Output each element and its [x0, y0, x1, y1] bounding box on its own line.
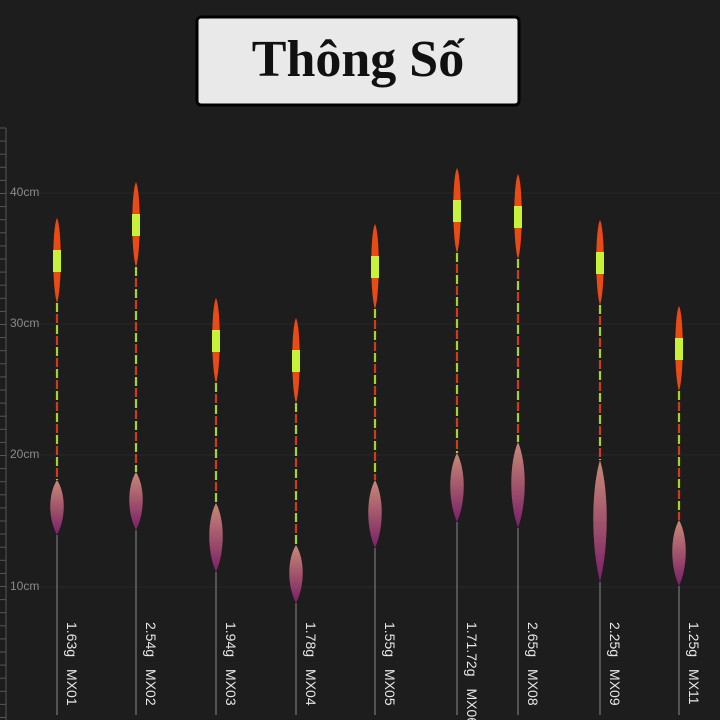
- float: 2.54g MX02: [129, 182, 159, 715]
- float-label: 1.78g MX04: [303, 622, 319, 706]
- float-model: MX11: [686, 669, 702, 705]
- float-model: MX04: [303, 669, 319, 706]
- float-body: [289, 545, 303, 603]
- float-body: [672, 520, 686, 586]
- ruler-label: 20cm: [10, 447, 39, 461]
- float-body: [129, 472, 143, 530]
- float: 1.94g MX03: [209, 298, 239, 715]
- title-box: [195, 15, 521, 107]
- float-body: [511, 442, 525, 528]
- tip-band: [675, 338, 683, 360]
- float-label: 2.25g MX09: [607, 622, 623, 706]
- float-label: 2.65g MX08: [525, 622, 541, 706]
- tip-band: [53, 250, 61, 272]
- tip-band: [453, 200, 461, 222]
- float-body: [450, 453, 464, 522]
- tip-band: [596, 252, 604, 274]
- tip-band: [292, 350, 300, 372]
- float-body: [50, 480, 64, 535]
- float: 1.25g MX11: [672, 306, 702, 715]
- float-label: 1.94g MX03: [223, 622, 239, 706]
- float-weight: 1.94g: [223, 622, 239, 657]
- float: 1.55g MX05: [368, 224, 398, 715]
- float-label: 1.63g MX01: [64, 622, 80, 706]
- float: 1.63g MX01: [50, 218, 80, 715]
- ruler-label: 10cm: [10, 579, 39, 593]
- float-label: 1.55g MX05: [382, 622, 398, 706]
- float-weight: 2.25g: [607, 622, 623, 657]
- float: 2.25g MX09: [593, 220, 623, 715]
- float-weight: 2.65g: [525, 622, 541, 657]
- float-model: MX02: [143, 669, 159, 706]
- float-model: MX09: [607, 669, 623, 706]
- float-model: MX08: [525, 669, 541, 706]
- float-model: MX01: [64, 669, 80, 706]
- float-model: MX05: [382, 669, 398, 706]
- float: 1.71.72g MX06: [450, 168, 480, 720]
- float-body: [368, 480, 382, 548]
- float-label: 1.25g MX11: [686, 622, 702, 705]
- float-weight: 1.25g: [686, 622, 702, 657]
- float-model: MX03: [223, 669, 239, 706]
- float-model: MX06: [464, 689, 480, 720]
- float: 2.65g MX08: [511, 174, 541, 715]
- float: 1.78g MX04: [289, 318, 319, 715]
- float-weight: 1.55g: [382, 622, 398, 657]
- float-weight: 2.54g: [143, 622, 159, 657]
- tip-band: [132, 214, 140, 236]
- float-body: [209, 503, 223, 572]
- title: Thông Số: [252, 31, 465, 88]
- float-weight: 1.78g: [303, 622, 319, 657]
- tip-band: [371, 256, 379, 278]
- float-weight: 1.71.72g: [464, 622, 480, 677]
- float-body: [593, 460, 607, 582]
- float-label: 2.54g MX02: [143, 622, 159, 706]
- ruler-label: 40cm: [10, 185, 39, 199]
- tip-band: [212, 330, 220, 352]
- float-label: 1.71.72g MX06: [464, 622, 480, 720]
- float-weight: 1.63g: [64, 622, 80, 657]
- ruler-label: 30cm: [10, 316, 39, 330]
- tip-band: [514, 206, 522, 228]
